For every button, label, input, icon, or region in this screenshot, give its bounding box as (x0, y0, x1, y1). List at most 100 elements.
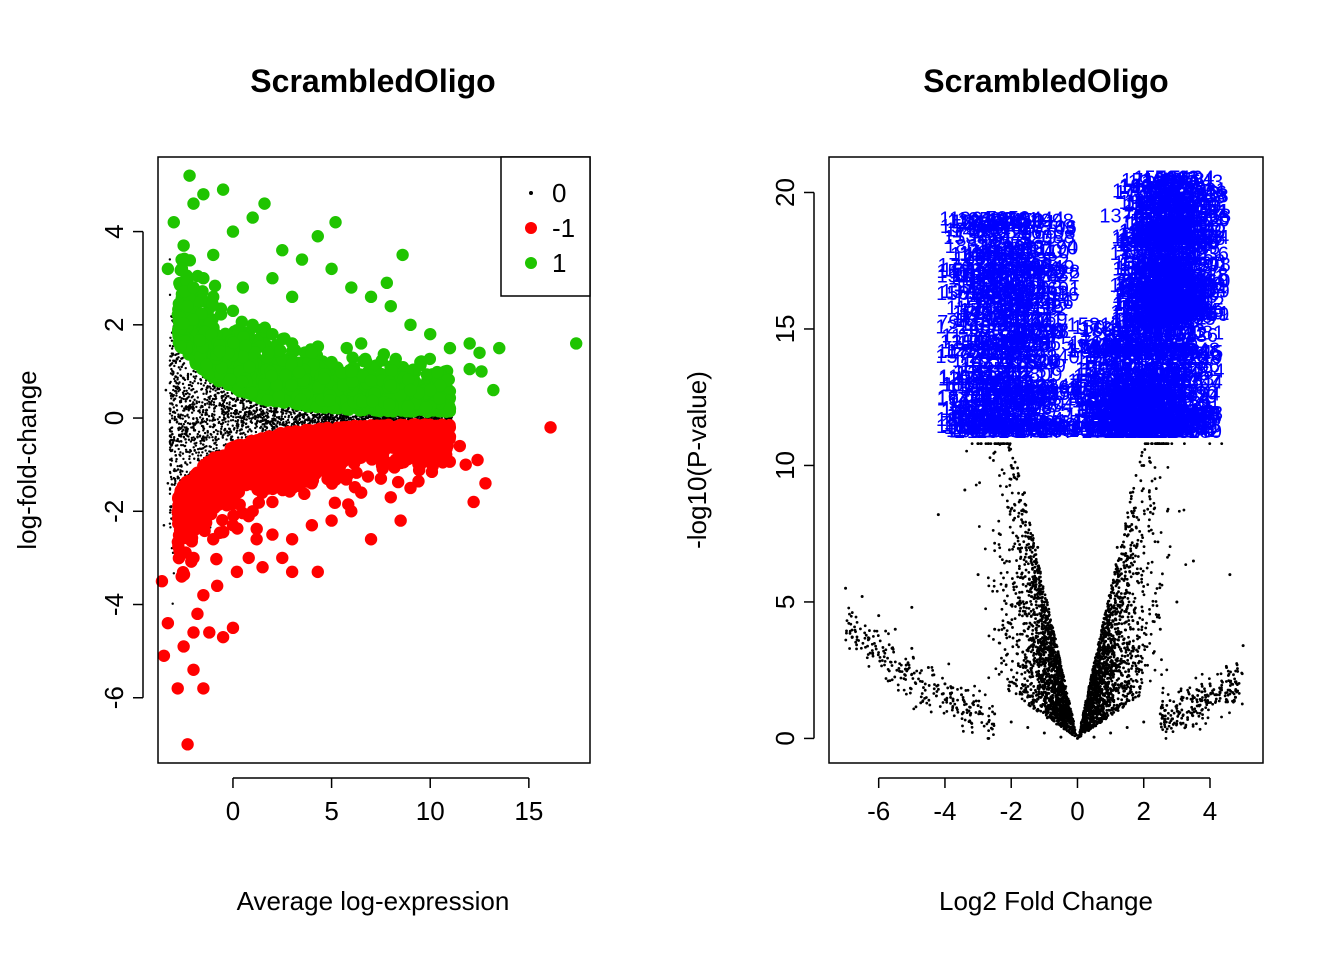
ma-point-ns (419, 416, 422, 420)
ma-point-ns (205, 413, 209, 416)
ma-point-ns (188, 457, 191, 461)
ma-point-ns (314, 414, 317, 417)
ma-point-ns (208, 385, 211, 388)
ma-point-ns (259, 415, 263, 419)
ma-point-ns (287, 421, 291, 424)
ma-point-ns (349, 416, 353, 420)
ma-point-ns (169, 526, 172, 529)
ma-point-ns (173, 450, 177, 453)
ma-point-ns (235, 409, 239, 412)
ma-point-ns (316, 412, 319, 416)
ma-point-down (172, 492, 185, 505)
ma-point-ns (189, 404, 192, 408)
ma-point-ns (247, 415, 250, 418)
ma-point-ns (261, 429, 264, 433)
ma-point-ns (182, 362, 186, 365)
ma-point-ns (208, 397, 211, 401)
ma-point-ns (278, 421, 282, 424)
ma-point-ns (214, 397, 218, 400)
ma-point-ns (199, 442, 203, 445)
ma-point-ns (195, 417, 198, 420)
ma-point-ns (176, 372, 179, 375)
ma-point-down (427, 426, 440, 439)
ma-point-ns (184, 366, 187, 370)
ma-point-down (230, 565, 244, 579)
ma-point-ns (189, 448, 192, 452)
ma-point-ns (198, 411, 202, 414)
ma-point-ns (241, 416, 244, 420)
ma-point-ns (233, 409, 237, 413)
ma-point-ns (289, 413, 293, 416)
ma-point-ns (168, 470, 172, 474)
ma-point-ns (203, 398, 207, 401)
ma-point-ns (257, 414, 260, 417)
ma-point-ns (260, 405, 263, 408)
ma-point-ns (356, 417, 360, 421)
ma-point-ns (201, 401, 204, 404)
ma-point-ns (186, 429, 189, 433)
ma-point-down (198, 501, 212, 514)
ma-point-down (299, 449, 312, 462)
ma-point-ns (255, 406, 258, 410)
ma-point-ns (395, 417, 398, 420)
ma-point-ns (174, 361, 178, 365)
ma-point-ns (261, 423, 264, 426)
ma-point-ns (248, 428, 251, 431)
ma-point-ns (179, 443, 183, 447)
ma-point-down (250, 533, 263, 546)
ma-point-ns (169, 446, 172, 449)
ma-point-ns (164, 388, 168, 392)
ma-point-down (391, 475, 405, 489)
ma-point-ns (170, 339, 174, 342)
ma-point-ns (195, 401, 199, 405)
ma-point-ns (168, 428, 172, 431)
ma-point-ns (202, 429, 205, 432)
ma-point-ns (324, 413, 327, 417)
ma-point-ns (184, 461, 187, 464)
ma-point-ns (168, 402, 172, 405)
ma-point-ns (169, 372, 173, 375)
ma-point-ns (168, 419, 172, 422)
ma-point-ns (206, 385, 209, 388)
ma-point-down (354, 486, 368, 499)
ma-point-down (443, 430, 457, 443)
ma-point-ns (179, 471, 182, 474)
ma-point-ns (204, 449, 207, 452)
ma-point-ns (254, 430, 258, 434)
ma-point-ns (174, 385, 177, 388)
ma-point-ns (192, 369, 195, 373)
ma-point-ns (190, 411, 194, 414)
ma-point-ns (276, 420, 280, 423)
ma-point-ns (218, 415, 221, 419)
ma-point-ns (306, 413, 309, 417)
ma-point-ns (181, 425, 184, 428)
ma-point-ns (183, 386, 186, 389)
ma-point-ns (174, 353, 177, 357)
ma-point-ns (173, 389, 177, 393)
ma-point-ns (269, 409, 273, 413)
ma-point-ns (181, 382, 185, 386)
ma-point-ns (174, 375, 177, 378)
ma-point-ns (170, 478, 173, 481)
ma-point-ns (191, 426, 194, 429)
ma-point-down (467, 495, 480, 509)
ma-point-down (187, 626, 200, 639)
ma-point-down (224, 442, 238, 455)
ma-point-ns (212, 430, 216, 434)
ma-point-ns (177, 366, 181, 369)
ma-point-ns (214, 404, 218, 408)
ma-point-ns (170, 414, 174, 417)
ma-point-ns (235, 429, 239, 432)
ma-point-ns (205, 417, 209, 421)
ma-point-ns (175, 420, 179, 423)
ma-point-ns (274, 419, 277, 422)
ma-point-ns (179, 427, 182, 431)
ma-point-ns (272, 417, 276, 420)
ma-point-ns (322, 416, 325, 419)
ma-point-ns (239, 432, 243, 435)
ma-point-ns (250, 430, 253, 433)
ma-point-down (345, 449, 358, 462)
ma-point-ns (222, 395, 225, 398)
